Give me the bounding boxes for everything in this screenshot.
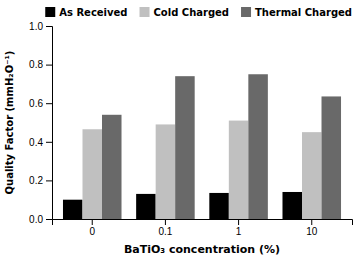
y-tick-label: 0.6 bbox=[29, 98, 43, 109]
x-tick-mark bbox=[311, 219, 312, 225]
y-tick-mark bbox=[46, 142, 52, 143]
bar bbox=[82, 129, 102, 219]
x-tick-mark bbox=[238, 219, 239, 225]
y-tick-mark bbox=[46, 180, 52, 181]
bar bbox=[322, 96, 342, 219]
x-tick-label: 0 bbox=[89, 226, 95, 237]
y-tick-mark bbox=[46, 26, 52, 27]
y-tick-label: 1.0 bbox=[29, 21, 43, 32]
y-tick-label: 0.2 bbox=[29, 175, 43, 186]
x-tick-label: 10 bbox=[306, 226, 318, 237]
y-axis-line bbox=[46, 27, 53, 220]
y-tick: 0.0 bbox=[29, 214, 52, 225]
bar bbox=[282, 192, 302, 219]
bar bbox=[209, 193, 229, 219]
y-tick-label: 0.8 bbox=[29, 59, 43, 70]
x-tick-mark bbox=[165, 219, 166, 225]
y-tick: 0.6 bbox=[29, 98, 52, 109]
y-tick: 0.2 bbox=[29, 175, 52, 186]
bar-series bbox=[102, 74, 341, 219]
x-tick-label: 0.1 bbox=[158, 226, 172, 237]
chart: 0.0 0.2 0.4 0.6 0.8 1.0 0 0.1 1 10 BaTiO₃ concentr… bbox=[0, 0, 364, 259]
bar bbox=[229, 121, 249, 219]
bar bbox=[248, 74, 268, 219]
y-axis: 0.0 0.2 0.4 0.6 0.8 1.0 bbox=[29, 21, 52, 225]
bar bbox=[63, 200, 83, 219]
x-tick: 0.1 bbox=[158, 219, 172, 237]
x-tick: 0 bbox=[89, 219, 95, 237]
x-axis-title: BaTiO₃ concentration (%) bbox=[124, 243, 280, 256]
legend-label: Cold Charged bbox=[154, 7, 230, 18]
legend-item: Cold Charged bbox=[140, 7, 230, 18]
y-tick-mark bbox=[46, 65, 52, 66]
bars bbox=[63, 74, 341, 219]
y-tick-label: 0.0 bbox=[29, 214, 43, 225]
y-tick: 0.4 bbox=[29, 137, 52, 148]
legend-item: As Received bbox=[45, 7, 127, 18]
x-axis-line bbox=[53, 220, 353, 226]
x-tick: 10 bbox=[306, 219, 318, 237]
legend-item: Thermal Charged bbox=[241, 7, 352, 18]
y-axis-title: Quality Factor (mmH₂O⁻¹) bbox=[4, 51, 15, 195]
x-tick-mark bbox=[92, 219, 93, 225]
bar bbox=[136, 194, 156, 219]
x-tick: 1 bbox=[236, 219, 242, 237]
legend-swatch bbox=[45, 7, 55, 17]
y-tick-label: 0.4 bbox=[29, 137, 43, 148]
bar bbox=[175, 76, 195, 219]
legend-label: As Received bbox=[59, 7, 127, 18]
y-tick-mark bbox=[46, 219, 52, 220]
y-tick-mark bbox=[46, 103, 52, 104]
y-tick: 1.0 bbox=[29, 21, 52, 32]
bar bbox=[156, 124, 176, 219]
legend-swatch bbox=[140, 7, 150, 17]
x-axis: 0 0.1 1 10 bbox=[53, 219, 353, 237]
plot: 0.0 0.2 0.4 0.6 0.8 1.0 0 0.1 1 10 bbox=[29, 21, 352, 237]
legend: As Received Cold Charged Thermal Charged bbox=[45, 7, 352, 18]
bar bbox=[302, 132, 322, 219]
legend-swatch bbox=[241, 7, 251, 17]
y-tick: 0.8 bbox=[29, 59, 52, 70]
bar bbox=[102, 115, 122, 219]
legend-label: Thermal Charged bbox=[255, 7, 352, 18]
x-tick-label: 1 bbox=[236, 226, 242, 237]
